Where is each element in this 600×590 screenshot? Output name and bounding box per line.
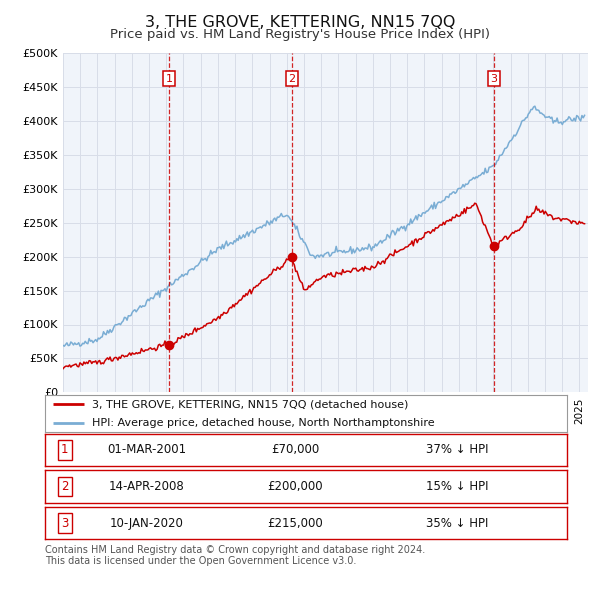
Text: £70,000: £70,000 (271, 443, 320, 457)
Text: £215,000: £215,000 (268, 516, 323, 530)
Text: 2: 2 (61, 480, 68, 493)
Text: 01-MAR-2001: 01-MAR-2001 (107, 443, 187, 457)
Text: 14-APR-2008: 14-APR-2008 (109, 480, 185, 493)
Text: HPI: Average price, detached house, North Northamptonshire: HPI: Average price, detached house, Nort… (92, 418, 434, 428)
Text: 1: 1 (166, 74, 173, 84)
Text: 37% ↓ HPI: 37% ↓ HPI (426, 443, 488, 457)
Text: This data is licensed under the Open Government Licence v3.0.: This data is licensed under the Open Gov… (45, 556, 356, 566)
Text: Contains HM Land Registry data © Crown copyright and database right 2024.: Contains HM Land Registry data © Crown c… (45, 545, 425, 555)
Text: 3, THE GROVE, KETTERING, NN15 7QQ: 3, THE GROVE, KETTERING, NN15 7QQ (145, 15, 455, 30)
Text: £200,000: £200,000 (268, 480, 323, 493)
Text: 15% ↓ HPI: 15% ↓ HPI (426, 480, 488, 493)
Text: 3: 3 (490, 74, 497, 84)
Text: 2: 2 (288, 74, 295, 84)
Text: 3, THE GROVE, KETTERING, NN15 7QQ (detached house): 3, THE GROVE, KETTERING, NN15 7QQ (detac… (92, 399, 409, 409)
Text: 1: 1 (61, 443, 68, 457)
Text: Price paid vs. HM Land Registry's House Price Index (HPI): Price paid vs. HM Land Registry's House … (110, 28, 490, 41)
Text: 3: 3 (61, 516, 68, 530)
Text: 10-JAN-2020: 10-JAN-2020 (110, 516, 184, 530)
Text: 35% ↓ HPI: 35% ↓ HPI (426, 516, 488, 530)
